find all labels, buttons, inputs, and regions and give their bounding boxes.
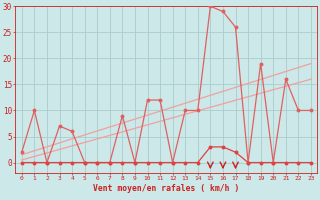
X-axis label: Vent moyen/en rafales ( km/h ): Vent moyen/en rafales ( km/h )	[93, 184, 239, 193]
